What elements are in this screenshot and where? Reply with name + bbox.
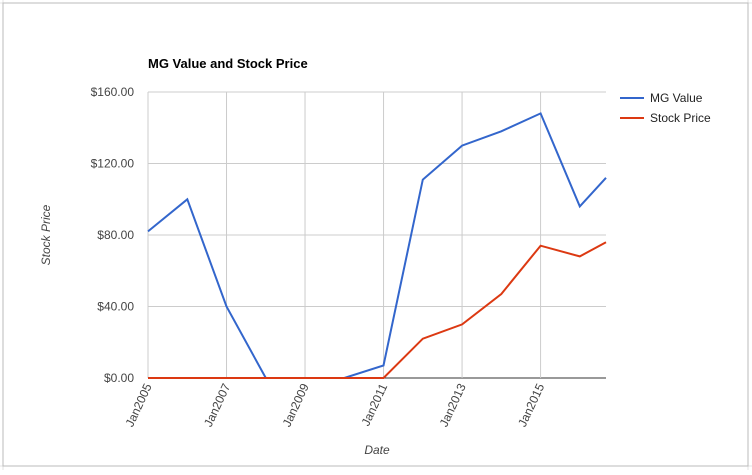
y-axis-title: Stock Price (39, 204, 53, 265)
y-tick-label: $40.00 (97, 300, 134, 314)
y-tick-label: $0.00 (104, 371, 134, 385)
line-series (147, 112, 607, 379)
legend-label: Stock Price (650, 111, 711, 125)
chart-title: MG Value and Stock Price (148, 56, 308, 71)
line-series (148, 241, 607, 379)
y-tick-label: $160.00 (91, 85, 135, 99)
legend-label: MG Value (650, 91, 703, 105)
y-tick-label: $120.00 (91, 157, 135, 171)
y-tick-label: $80.00 (97, 228, 134, 242)
x-axis-title: Date (364, 443, 390, 457)
